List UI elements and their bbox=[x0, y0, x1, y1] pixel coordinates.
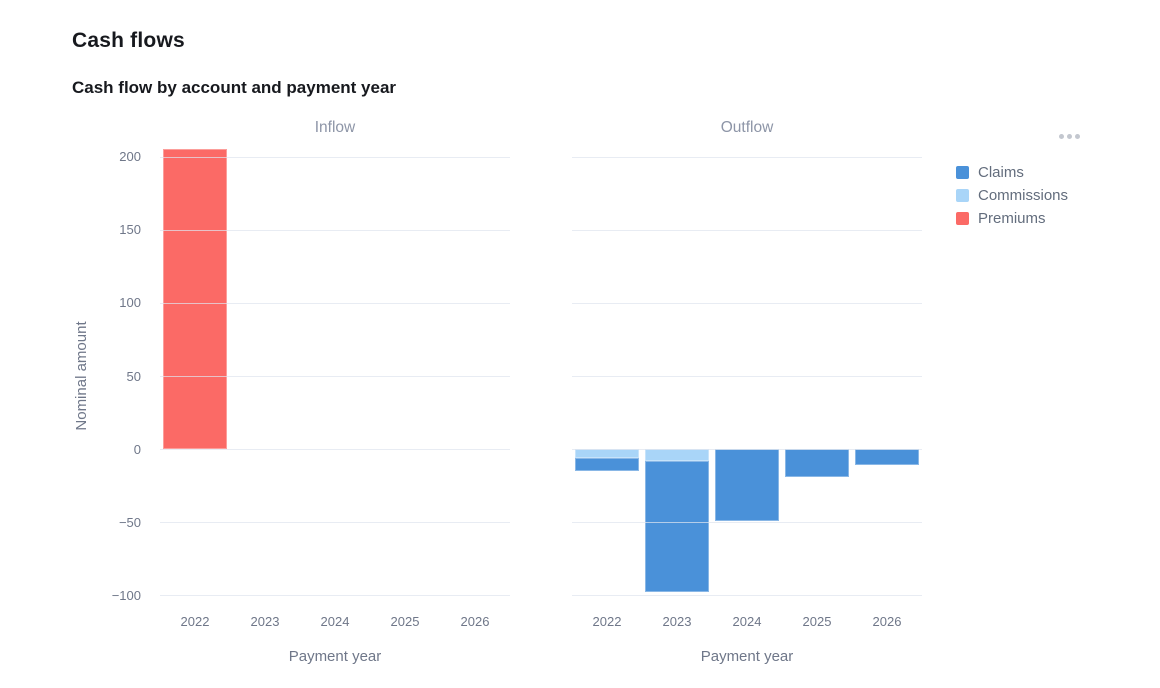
legend-swatch-commissions bbox=[956, 189, 969, 202]
bar-claims-2026[interactable] bbox=[855, 449, 919, 466]
y-axis-title: Nominal amount bbox=[73, 321, 90, 431]
gridline bbox=[572, 449, 922, 451]
page-title: Cash flows bbox=[72, 29, 185, 52]
bar-commissions-2022[interactable] bbox=[575, 449, 639, 458]
x-tick-label: 2024 bbox=[320, 614, 350, 629]
bar-commissions-2023[interactable] bbox=[645, 449, 709, 461]
legend-item-claims[interactable]: Claims bbox=[956, 161, 1068, 184]
subplot-title-outflow: Outflow bbox=[720, 119, 774, 136]
y-tick-label: 200 bbox=[119, 149, 141, 165]
gridline bbox=[160, 522, 510, 524]
bar-claims-2025[interactable] bbox=[785, 449, 849, 477]
chart-options-button[interactable] bbox=[1051, 126, 1087, 146]
x-axis-title: Payment year bbox=[288, 648, 382, 665]
legend-item-premiums[interactable]: Premiums bbox=[956, 207, 1068, 230]
gridline bbox=[160, 449, 510, 451]
y-tick-label: 150 bbox=[119, 222, 141, 238]
bar-claims-2023[interactable] bbox=[645, 460, 709, 593]
legend-label: Commissions bbox=[978, 187, 1069, 204]
x-tick-label: 2022 bbox=[180, 614, 210, 629]
x-tick-label: 2025 bbox=[390, 614, 420, 629]
x-tick-label: 2023 bbox=[250, 614, 280, 629]
legend-swatch-claims bbox=[956, 166, 969, 179]
y-tick-label: 100 bbox=[119, 295, 141, 311]
gridline bbox=[160, 302, 510, 304]
gridline bbox=[572, 302, 922, 304]
gridline bbox=[572, 595, 922, 597]
gridline bbox=[572, 522, 922, 524]
x-tick-label: 2026 bbox=[872, 614, 902, 629]
y-tick-label: 50 bbox=[126, 368, 141, 384]
gridline bbox=[572, 156, 922, 158]
x-axis-title: Payment year bbox=[700, 648, 794, 665]
y-tick-label: 0 bbox=[133, 441, 141, 457]
subplot-title-inflow: Inflow bbox=[314, 119, 356, 136]
legend-label: Claims bbox=[978, 164, 1024, 181]
gridline bbox=[160, 156, 510, 158]
chart-subtitle: Cash flow by account and payment year bbox=[72, 78, 397, 97]
x-tick-label: 2024 bbox=[732, 614, 762, 629]
legend-item-commissions[interactable]: Commissions bbox=[956, 184, 1068, 207]
legend-label: Premiums bbox=[978, 210, 1046, 227]
ellipsis-dot bbox=[1074, 133, 1080, 139]
gridline bbox=[160, 376, 510, 377]
bar-claims-2022[interactable] bbox=[575, 457, 639, 472]
bar-claims-2024[interactable] bbox=[715, 449, 779, 521]
gridline bbox=[572, 376, 922, 377]
x-tick-label: 2026 bbox=[460, 614, 490, 629]
chart-legend: Claims Commissions Premiums bbox=[956, 161, 1068, 230]
x-tick-label: 2025 bbox=[802, 614, 832, 629]
gridline bbox=[160, 229, 510, 231]
y-tick-label: −100 bbox=[111, 587, 141, 603]
x-tick-label: 2022 bbox=[592, 614, 622, 629]
x-tick-label: 2023 bbox=[662, 614, 692, 629]
bar-premiums-2022[interactable] bbox=[163, 149, 227, 450]
y-tick-label: −50 bbox=[118, 514, 141, 530]
gridline bbox=[160, 595, 510, 597]
ellipsis-dot bbox=[1058, 133, 1064, 139]
ellipsis-icon bbox=[1058, 133, 1080, 139]
legend-swatch-premiums bbox=[956, 212, 969, 225]
ellipsis-dot bbox=[1066, 133, 1072, 139]
gridline bbox=[572, 229, 922, 231]
